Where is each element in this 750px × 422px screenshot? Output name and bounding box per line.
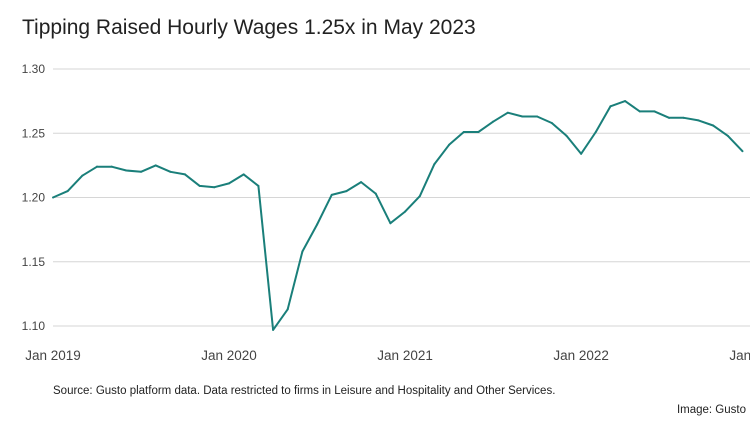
data-point <box>682 116 685 119</box>
chart-title: Tipping Raised Hourly Wages 1.25x in May… <box>22 16 476 39</box>
data-point <box>213 186 216 189</box>
data-point <box>609 105 612 108</box>
data-point <box>66 190 69 193</box>
data-point <box>154 164 157 167</box>
x-tick-label: Jan 2022 <box>553 348 609 363</box>
x-tick-label: Jan 2023 <box>729 348 750 363</box>
data-point <box>462 130 465 133</box>
data-point <box>52 196 54 199</box>
y-tick-label: 1.30 <box>22 62 46 76</box>
data-point <box>594 130 597 133</box>
line-chart: 1.10 1.15 1.20 1.25 1.30 Jan 2019 Jan 2020 Jan … <box>22 62 750 363</box>
data-point <box>125 169 128 172</box>
data-point <box>741 150 744 153</box>
image-credit: Image: Gusto <box>676 404 746 416</box>
data-point <box>712 124 715 127</box>
series-line <box>52 100 744 331</box>
data-point <box>330 193 333 196</box>
data-point <box>536 115 539 118</box>
data-point <box>477 130 480 133</box>
data-point <box>286 308 289 311</box>
data-point <box>668 116 671 119</box>
source-note: Source: Gusto platform data. Data restri… <box>53 385 556 397</box>
data-point <box>257 184 260 187</box>
y-tick-label: 1.20 <box>22 191 46 205</box>
data-point <box>345 190 348 193</box>
data-point <box>492 120 495 123</box>
y-tick-label: 1.25 <box>22 126 46 140</box>
data-point <box>184 173 187 176</box>
data-point <box>81 174 84 177</box>
data-point <box>638 110 641 113</box>
data-point <box>404 210 407 213</box>
x-tick-label: Jan 2019 <box>25 348 81 363</box>
data-point <box>565 134 568 137</box>
data-point <box>140 170 143 173</box>
data-point <box>653 110 656 113</box>
data-point <box>448 143 451 146</box>
data-point <box>110 165 113 168</box>
data-point <box>242 173 245 176</box>
data-point <box>389 222 392 225</box>
data-point <box>96 165 99 168</box>
data-point <box>272 328 275 331</box>
data-point <box>169 170 172 173</box>
data-point <box>374 192 377 195</box>
data-point <box>580 152 583 155</box>
data-point <box>550 121 553 124</box>
data-point <box>360 181 363 184</box>
data-point <box>228 182 231 185</box>
data-point <box>418 195 421 198</box>
data-point <box>433 163 436 166</box>
y-tick-label: 1.15 <box>22 255 46 269</box>
data-point <box>198 184 201 187</box>
data-point <box>316 223 319 226</box>
x-tick-label: Jan 2021 <box>377 348 433 363</box>
data-point <box>726 134 729 137</box>
y-tick-label: 1.10 <box>22 319 46 333</box>
data-point <box>697 119 700 122</box>
data-point <box>624 100 627 103</box>
data-point <box>521 115 524 118</box>
x-tick-label: Jan 2020 <box>201 348 257 363</box>
data-point <box>506 111 509 114</box>
data-point <box>301 250 304 253</box>
